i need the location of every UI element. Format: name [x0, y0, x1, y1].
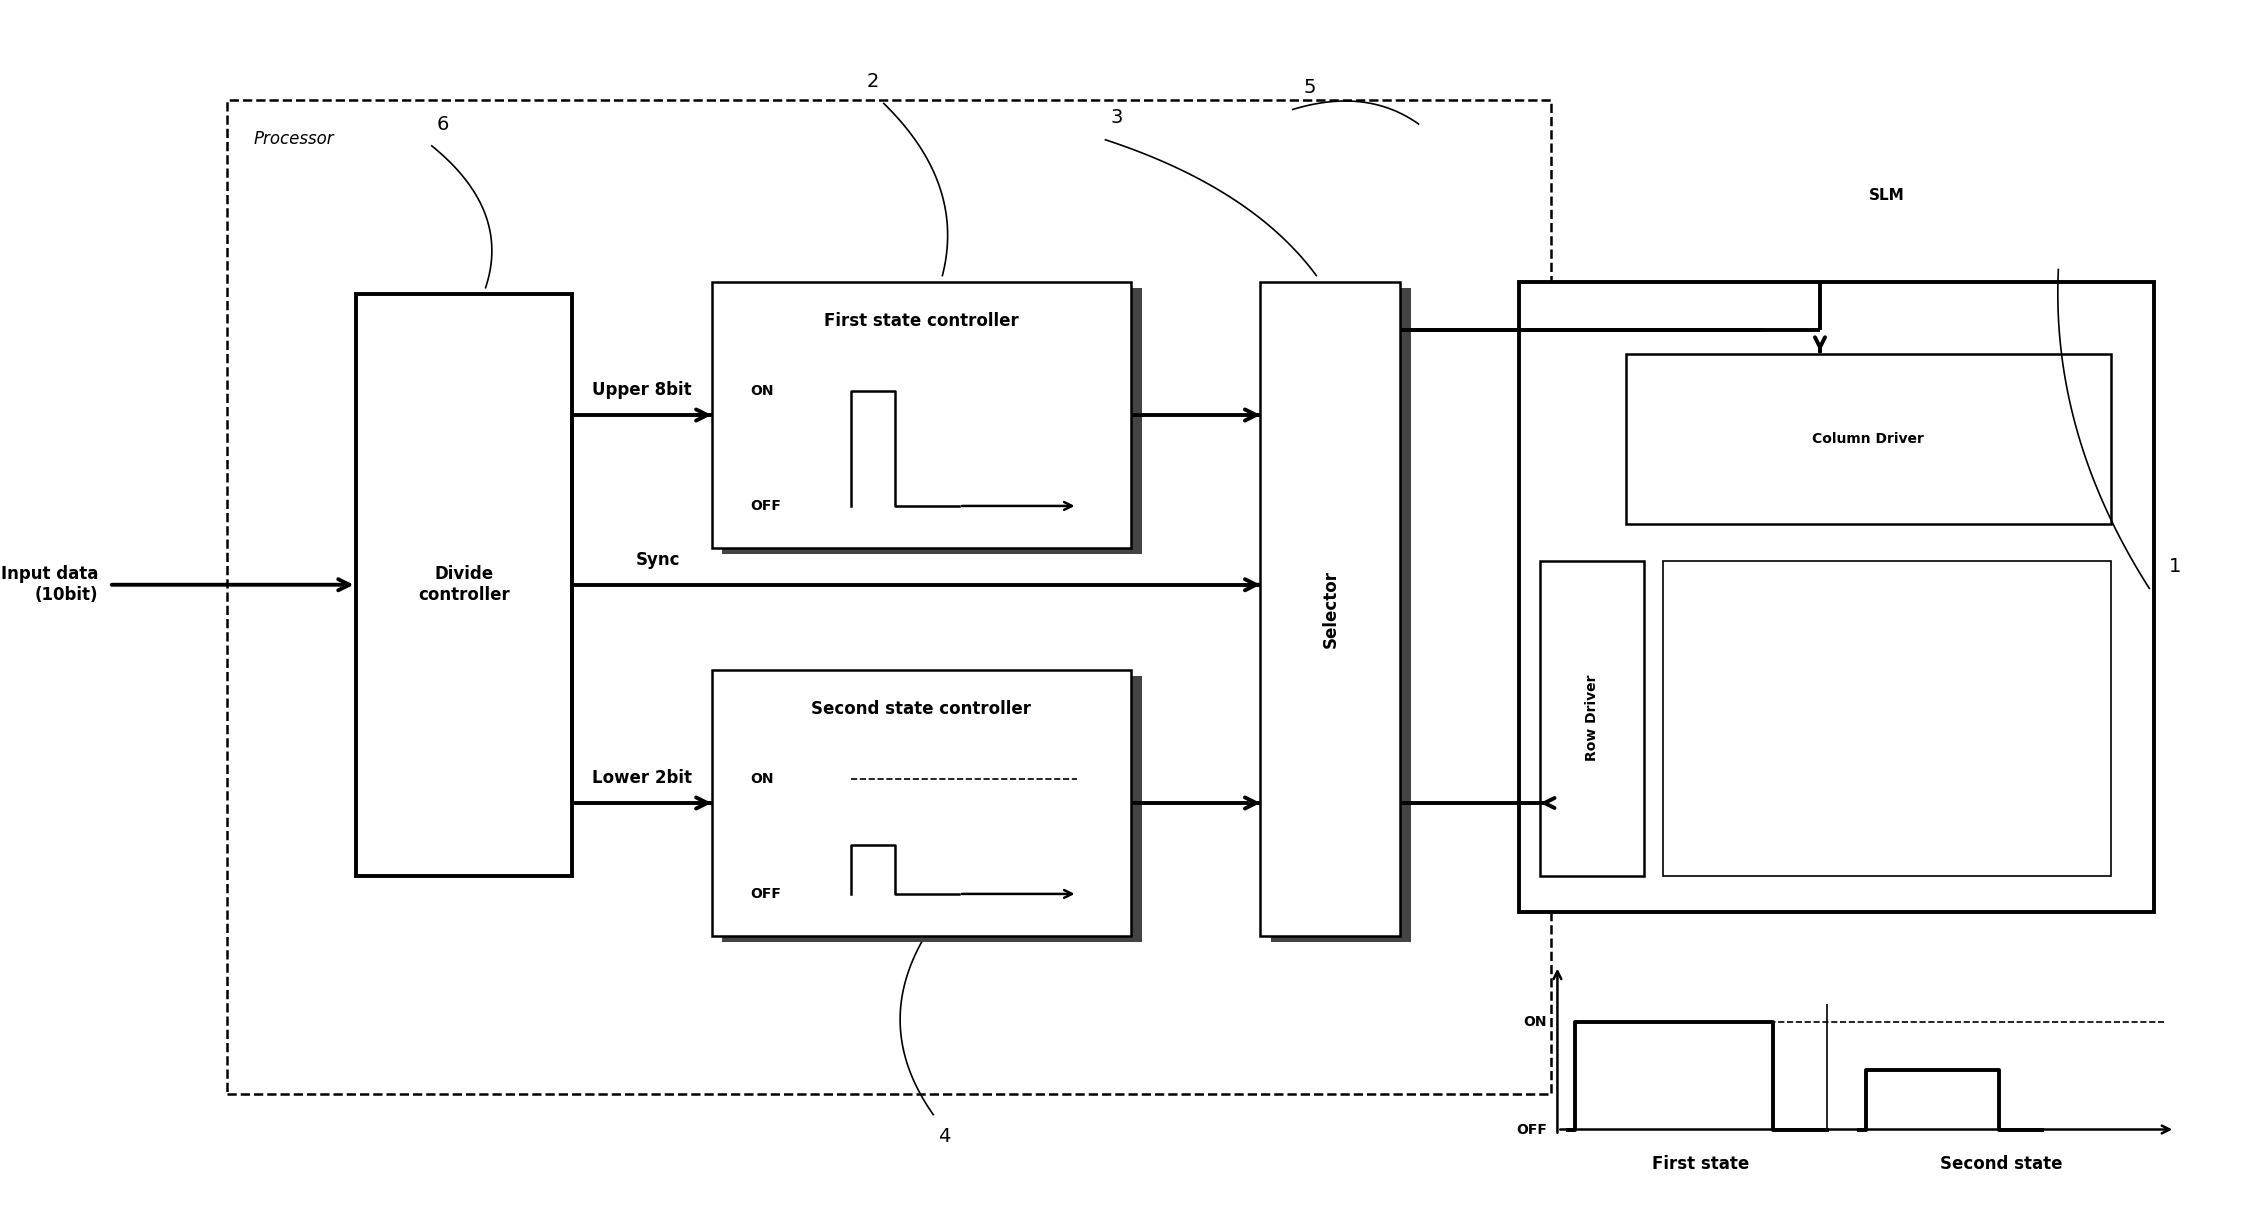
Text: Lower 2bit: Lower 2bit: [591, 770, 691, 787]
Text: Selector: Selector: [1322, 570, 1340, 648]
Bar: [355, 294, 573, 876]
Bar: [1662, 560, 2110, 876]
Text: Second state controller: Second state controller: [811, 700, 1032, 717]
Bar: [1261, 281, 1401, 937]
Text: First state controller: First state controller: [824, 312, 1019, 330]
Text: 1: 1: [2169, 557, 2180, 576]
Bar: [226, 100, 1551, 1094]
Text: Input data
(10bit): Input data (10bit): [0, 565, 97, 604]
Bar: [1626, 354, 2110, 524]
Bar: [1519, 281, 2153, 912]
Bar: [722, 287, 1141, 554]
Text: SLM: SLM: [1870, 188, 1904, 203]
Text: Sync: Sync: [636, 551, 681, 569]
Bar: [711, 281, 1132, 548]
Text: ON: ON: [749, 772, 774, 786]
Text: 2: 2: [867, 72, 878, 91]
Bar: [1540, 560, 1644, 876]
Text: 5: 5: [1304, 78, 1315, 97]
Text: Row Driver: Row Driver: [1585, 675, 1598, 761]
Text: Second state: Second state: [1940, 1155, 2063, 1173]
Text: OFF: OFF: [749, 887, 781, 901]
Bar: [722, 676, 1141, 943]
Text: 6: 6: [437, 114, 448, 134]
Text: Column Driver: Column Driver: [1813, 432, 1924, 446]
Text: ON: ON: [749, 384, 774, 398]
Text: 4: 4: [937, 1127, 951, 1146]
Text: First state: First state: [1653, 1155, 1750, 1173]
Bar: [711, 670, 1132, 937]
Text: Upper 8bit: Upper 8bit: [591, 381, 691, 400]
Text: OFF: OFF: [749, 499, 781, 513]
Text: ON: ON: [1524, 1015, 1546, 1029]
Text: OFF: OFF: [1517, 1123, 1546, 1136]
Text: Divide
controller: Divide controller: [419, 565, 509, 604]
Text: Processor: Processor: [254, 130, 333, 149]
Text: 3: 3: [1109, 108, 1123, 128]
Bar: [1270, 287, 1410, 943]
